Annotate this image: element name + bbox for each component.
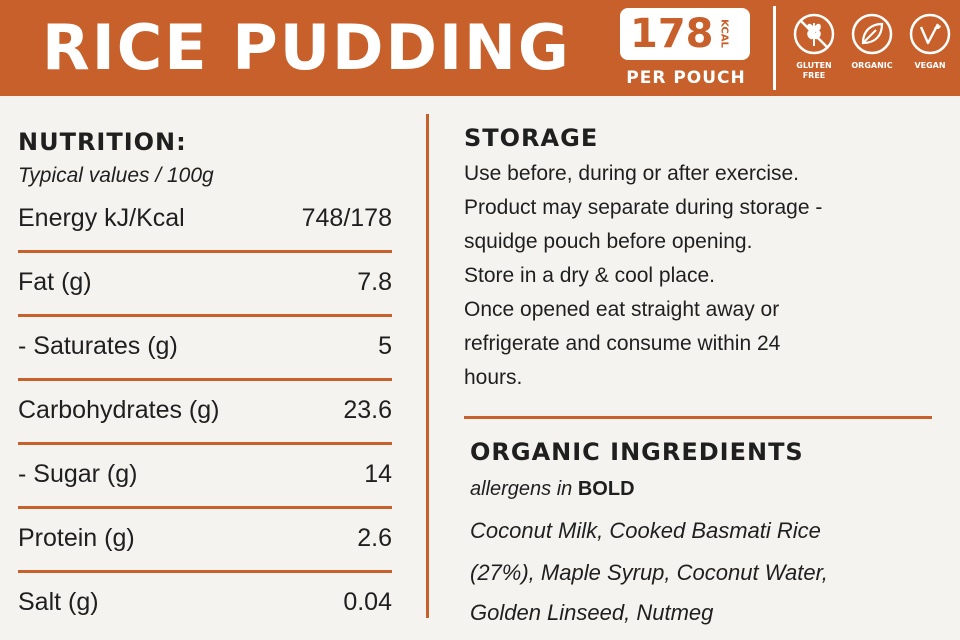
product-title: RICE PUDDING xyxy=(42,11,571,84)
nutrition-row-label: Salt (g) xyxy=(18,588,99,616)
ingredients-line: Coconut Milk, Cooked Basmati Rice xyxy=(470,518,821,543)
storage-line: Product may separate during storage - xyxy=(464,196,823,219)
nutrition-row-value: 2.6 xyxy=(357,524,392,552)
allergens-note: allergens in BOLD xyxy=(470,478,635,501)
storage-line: Use before, during or after exercise. xyxy=(464,162,799,185)
nutrition-rule xyxy=(18,442,392,445)
nutrition-row-salt: Salt (g) 0.04 xyxy=(18,578,392,634)
nutrition-row-carbohydrates: Carbohydrates (g) 23.6 xyxy=(18,386,392,442)
nutrition-rule xyxy=(18,506,392,509)
nutrition-row-value: 748/178 xyxy=(301,204,392,232)
column-divider xyxy=(426,114,429,618)
ingredients-line: (27%), Maple Syrup, Coconut Water, xyxy=(470,560,828,585)
badge-vegan: VEGAN xyxy=(902,12,958,71)
nutrition-row-label: Carbohydrates (g) xyxy=(18,396,220,424)
storage-line: Once opened eat straight away or xyxy=(464,298,780,321)
kcal-box: 178 KCAL xyxy=(620,8,750,60)
badge-label-vegan: VEGAN xyxy=(914,61,946,70)
ingredients-title: ORGANIC INGREDIENTS xyxy=(470,438,804,466)
nutrition-title: NUTRITION: xyxy=(18,128,187,156)
badge-label-organic: ORGANIC xyxy=(851,61,893,70)
storage-line: squidge pouch before opening. xyxy=(464,230,753,253)
storage-line: Store in a dry & cool place. xyxy=(464,264,715,287)
nutrition-row-label: Protein (g) xyxy=(18,524,135,552)
nutrition-row-label: Fat (g) xyxy=(18,268,92,296)
allergens-bold: BOLD xyxy=(577,478,635,500)
nutrition-row-label: Energy kJ/Kcal xyxy=(18,204,185,232)
kcal-value: 178 xyxy=(630,11,714,57)
vegan-v-icon xyxy=(909,13,951,55)
storage-line: refrigerate and consume within 24 xyxy=(464,332,781,355)
nutrition-rule xyxy=(18,250,392,253)
nutrition-rule xyxy=(18,570,392,573)
storage-title: STORAGE xyxy=(464,124,599,152)
nutrition-row-value: 7.8 xyxy=(357,268,392,296)
badge-organic: ORGANIC xyxy=(844,12,900,71)
nutrition-row-value: 23.6 xyxy=(343,396,392,424)
nutrition-row-sugar: - Sugar (g) 14 xyxy=(18,450,392,506)
badge-label-gluten-free: GLUTEN FREE xyxy=(796,61,832,80)
allergens-prefix: allergens in xyxy=(470,478,573,500)
leaf-icon xyxy=(851,13,893,55)
per-pouch-label: PER POUCH xyxy=(626,68,746,88)
nutrition-row-saturates: - Saturates (g) 5 xyxy=(18,322,392,378)
ingredients-line: Golden Linseed, Nutmeg xyxy=(470,600,714,625)
badge-gluten-free: GLUTEN FREE xyxy=(786,12,842,81)
nutrition-subtitle: Typical values / 100g xyxy=(18,164,214,187)
nutrition-rule xyxy=(18,314,392,317)
nutrition-row-value: 0.04 xyxy=(343,588,392,616)
wheat-crossed-icon xyxy=(793,13,835,55)
storage-rule xyxy=(464,416,932,419)
nutrition-row-label: - Sugar (g) xyxy=(18,460,138,488)
nutrition-row-fat: Fat (g) 7.8 xyxy=(18,258,392,314)
nutrition-rule xyxy=(18,378,392,381)
nutrition-row-protein: Protein (g) 2.6 xyxy=(18,514,392,570)
header-band: RICE PUDDING 178 KCAL PER POUCH GLUTEN F… xyxy=(0,0,960,96)
storage-line: hours. xyxy=(464,366,523,389)
nutrition-row-label: - Saturates (g) xyxy=(18,332,178,360)
nutrition-row-value: 14 xyxy=(364,460,392,488)
kcal-unit: KCAL xyxy=(718,19,730,48)
header-divider xyxy=(773,6,776,90)
nutrition-row-value: 5 xyxy=(378,332,392,360)
nutrition-row-energy: Energy kJ/Kcal 748/178 xyxy=(18,194,392,250)
